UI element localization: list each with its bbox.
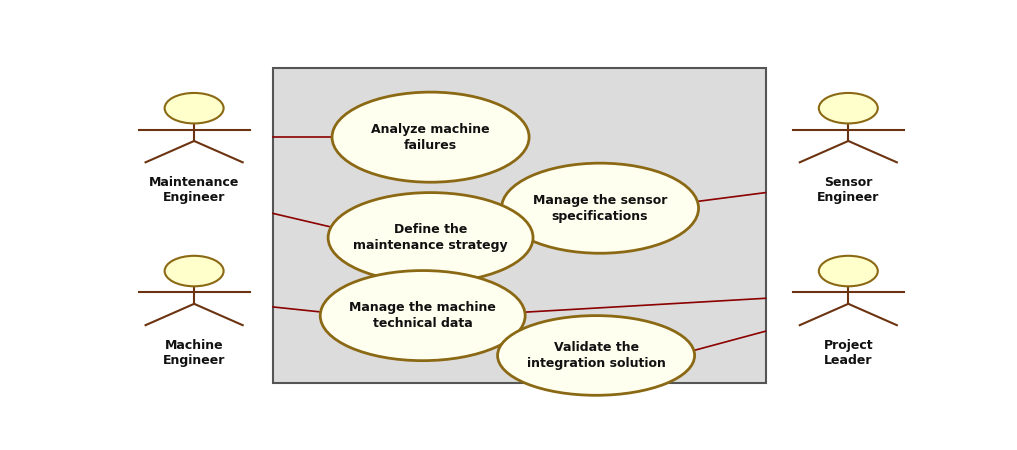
Text: Project
Leader: Project Leader	[824, 339, 874, 367]
Ellipse shape	[320, 270, 525, 360]
Text: Analyze machine
failures: Analyze machine failures	[371, 123, 490, 152]
Ellipse shape	[328, 193, 533, 283]
Text: Manage the machine
technical data: Manage the machine technical data	[349, 301, 496, 330]
Text: Manage the sensor
specifications: Manage the sensor specifications	[533, 194, 667, 223]
Ellipse shape	[819, 93, 878, 123]
FancyBboxPatch shape	[273, 68, 766, 383]
Text: Validate the
integration solution: Validate the integration solution	[527, 341, 665, 370]
Text: Sensor
Engineer: Sensor Engineer	[817, 176, 880, 204]
Ellipse shape	[501, 163, 699, 253]
Ellipse shape	[332, 92, 529, 182]
Text: Define the
maintenance strategy: Define the maintenance strategy	[353, 223, 507, 252]
Text: Maintenance
Engineer: Maintenance Engineer	[148, 176, 239, 204]
Ellipse shape	[497, 315, 695, 395]
Ellipse shape	[165, 256, 224, 286]
Ellipse shape	[165, 93, 224, 123]
Ellipse shape	[819, 256, 878, 286]
Text: Machine
Engineer: Machine Engineer	[163, 339, 226, 367]
